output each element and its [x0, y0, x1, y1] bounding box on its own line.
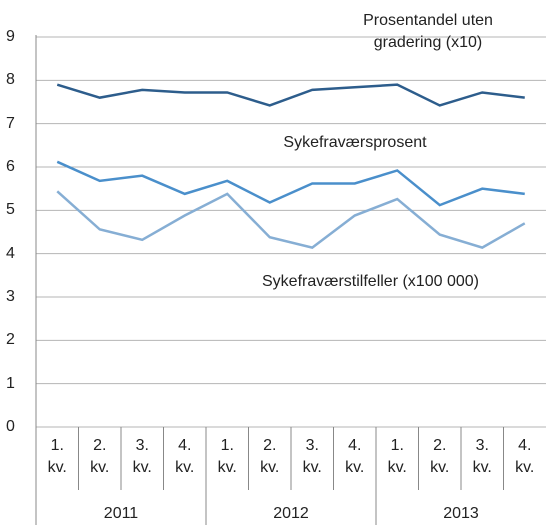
y-tick-label: 4 — [6, 244, 15, 262]
x-tick-label: 2. kv. — [260, 437, 280, 476]
series-line — [56, 160, 525, 207]
x-tick-label: 2. kv. — [430, 437, 450, 476]
y-tick-label: 7 — [6, 114, 15, 132]
series-label: Sykefraværstilfeller (x100 000) — [262, 273, 479, 290]
x-tick-label: 1. kv. — [387, 437, 407, 476]
x-tick-label: 3. kv. — [132, 437, 152, 476]
series-line — [56, 190, 526, 249]
y-tick-label: 3 — [6, 288, 15, 305]
y-tick-label: 8 — [6, 71, 15, 89]
series-label: Prosentandel uten gradering (x10) — [363, 12, 493, 51]
y-tick-label: 6 — [6, 158, 15, 175]
x-tick-label: 3. kv. — [302, 437, 322, 476]
x-tick-label: 4. kv. — [175, 437, 195, 476]
x-group-label: 2013 — [443, 505, 479, 522]
x-group-label: 2011 — [103, 505, 139, 522]
x-tick-label: 4. kv. — [515, 437, 535, 476]
x-tick-label: 4. kv. — [345, 437, 365, 476]
y-tick-label: 5 — [6, 201, 15, 219]
series-line — [56, 83, 525, 107]
x-tick-label: 2. kv. — [90, 437, 110, 476]
x-tick-label: 1. kv. — [217, 437, 237, 476]
y-tick-label: 9 — [6, 28, 15, 45]
y-tick-label: 2 — [6, 331, 15, 349]
x-group-label: 2012 — [273, 505, 309, 522]
y-tick-label: 1 — [6, 374, 15, 392]
x-tick-label: 3. kv. — [472, 437, 492, 476]
y-tick-label: 0 — [6, 418, 15, 435]
series-label: Sykefraværsprosent — [283, 134, 427, 151]
x-tick-label: 1. kv. — [47, 437, 67, 476]
